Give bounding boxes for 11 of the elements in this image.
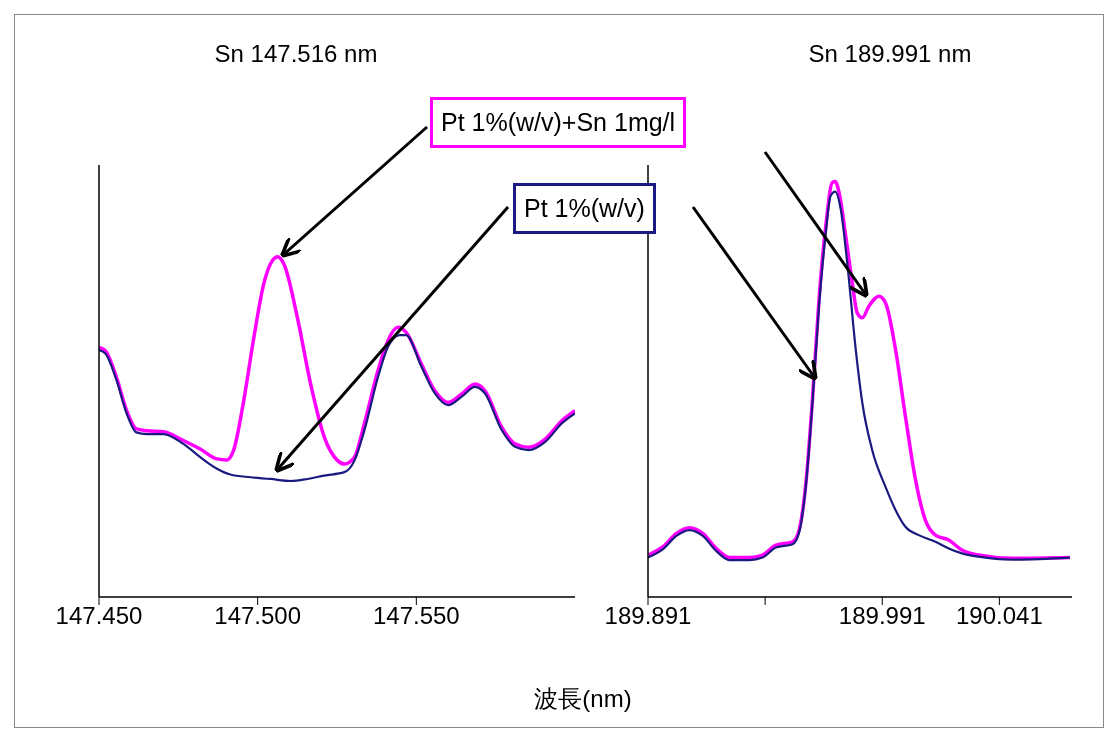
text: Pt 1%(w/v)+Sn 1mg/l [430,97,687,148]
chart-title: Sn 189.991 nm [807,40,973,68]
x-tick-label: 147.550 [372,602,460,630]
x-tick-label: 189.991 [838,602,926,630]
chart-title: Sn 147.516 nm [213,40,379,68]
x-axis-title: 波長(nm) [533,684,633,714]
x-tick-label: 189.891 [604,602,692,630]
x-tick-label: 147.450 [55,602,143,630]
x-tick-label: 190.041 [956,602,1043,630]
text: Pt 1%(w/v) [513,183,656,234]
x-tick-label: 147.500 [214,602,302,630]
